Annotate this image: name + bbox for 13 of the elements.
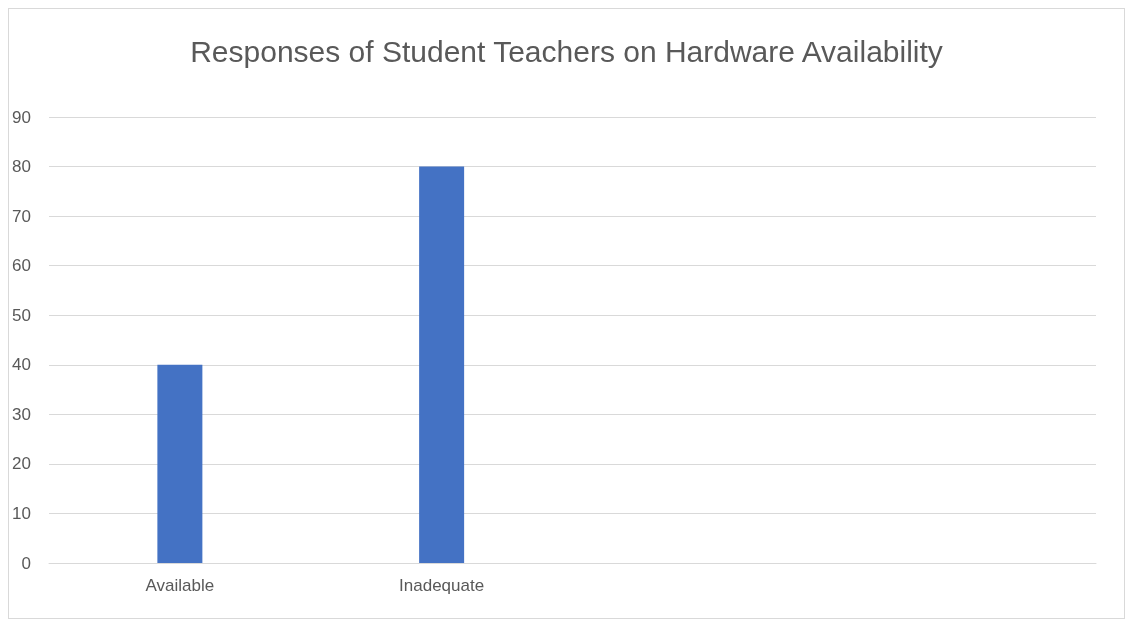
- y-tick-label: 60: [12, 256, 31, 276]
- y-tick-label: 70: [12, 206, 31, 226]
- y-tick-label: 90: [12, 107, 31, 127]
- x-tick-label: Inadequate: [399, 576, 485, 595]
- y-tick-label: 40: [12, 355, 31, 375]
- chart-title: Responses of Student Teachers on Hardware Availability: [190, 34, 943, 68]
- y-tick-label: 80: [12, 157, 31, 177]
- y-tick-label: 0: [21, 553, 31, 573]
- y-tick-label: 50: [12, 305, 31, 325]
- y-tick-label: 30: [12, 404, 31, 424]
- y-tick-label: 20: [12, 454, 31, 474]
- y-tick-label: 10: [12, 503, 31, 523]
- x-tick-label: Available: [145, 576, 215, 595]
